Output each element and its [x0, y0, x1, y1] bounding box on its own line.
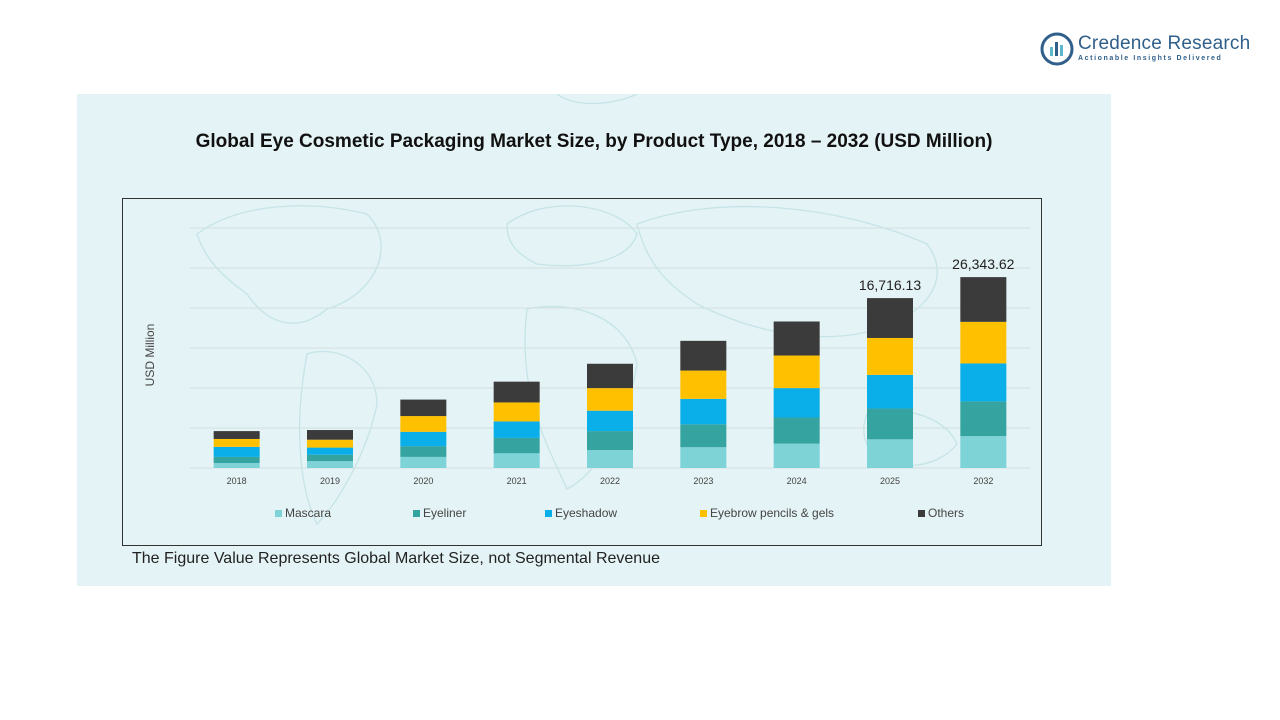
bar-segment	[213, 431, 260, 439]
bar-segment	[773, 388, 820, 418]
x-tick-label: 2024	[787, 476, 807, 486]
x-tick-label: 2020	[413, 476, 433, 486]
bar-segment	[400, 431, 447, 447]
bar-segment	[400, 456, 447, 468]
bar-segment	[213, 462, 260, 468]
bar-segment	[213, 456, 260, 463]
bar-segment	[867, 374, 913, 409]
bar-segment	[400, 416, 447, 432]
bar-segment	[587, 410, 633, 432]
brand-logo: Credence Research Actionable Insights De…	[1040, 30, 1260, 70]
bar-segment	[680, 447, 727, 468]
x-tick-label: 2021	[507, 476, 527, 486]
bar-segment	[867, 439, 913, 468]
bar-segment	[587, 363, 633, 389]
bar-segment	[773, 355, 820, 389]
bar-segment	[400, 399, 447, 417]
footnote: The Figure Value Represents Global Marke…	[132, 550, 660, 567]
x-tick-label: 2019	[320, 476, 340, 486]
brand-name: Credence Research	[1078, 33, 1251, 54]
bar-segment	[960, 436, 1007, 468]
bar-segment	[773, 443, 820, 468]
chart-panel	[77, 94, 1111, 586]
bar-segment	[960, 401, 1007, 437]
bar-segment	[587, 450, 633, 468]
x-tick-label: 2032	[973, 476, 993, 486]
bar-segment	[867, 337, 913, 375]
bar-segment	[960, 277, 1007, 322]
bar-segment	[307, 439, 353, 448]
bar-segment	[773, 417, 820, 444]
bar-segment	[307, 430, 353, 440]
bar-segment	[680, 340, 727, 371]
bar-segment	[867, 298, 913, 338]
bar-segment	[213, 446, 260, 457]
bar-segment	[493, 402, 540, 422]
bar-segment	[867, 408, 913, 440]
bar-segment	[680, 398, 727, 425]
bar-segment	[213, 438, 260, 447]
bar-segment	[773, 321, 820, 356]
bar-segment	[493, 453, 540, 468]
brand-tagline: Actionable Insights Delivered	[1078, 55, 1223, 62]
bar-segment	[680, 370, 727, 399]
bar-segment	[400, 446, 447, 457]
x-tick-label: 2018	[227, 476, 247, 486]
data-label: 16,716.13	[859, 277, 921, 293]
bar-segment	[960, 321, 1007, 364]
bar-segment	[680, 424, 727, 448]
bar-segment	[960, 363, 1007, 402]
chart-title: Global Eye Cosmetic Packaging Market Siz…	[195, 131, 993, 152]
bar-segment	[493, 437, 540, 454]
logo-icon	[1040, 32, 1074, 66]
bar-segment	[587, 388, 633, 411]
data-label: 26,343.62	[952, 256, 1014, 272]
x-tick-label: 2022	[600, 476, 620, 486]
bar-segment	[587, 431, 633, 451]
bar-segment	[493, 421, 540, 438]
bar-segment	[307, 447, 353, 455]
x-tick-label: 2023	[693, 476, 713, 486]
bar-segment	[307, 461, 353, 468]
bar-segment	[307, 454, 353, 462]
plot-frame	[122, 198, 1042, 546]
bar-segment	[493, 381, 540, 403]
x-tick-label: 2025	[880, 476, 900, 486]
